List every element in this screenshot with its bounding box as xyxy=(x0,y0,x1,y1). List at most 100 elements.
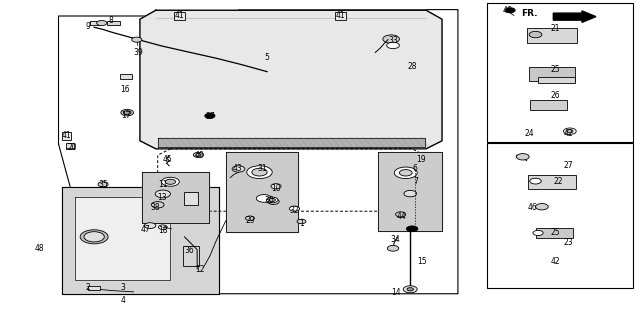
Bar xyxy=(66,143,74,149)
Circle shape xyxy=(297,219,306,224)
Circle shape xyxy=(84,232,104,242)
Circle shape xyxy=(536,204,548,210)
Circle shape xyxy=(205,113,215,118)
Text: 46: 46 xyxy=(502,6,513,15)
Bar xyxy=(487,3,633,142)
Circle shape xyxy=(383,35,399,43)
Circle shape xyxy=(247,166,272,179)
Text: 1: 1 xyxy=(299,219,304,228)
Circle shape xyxy=(151,202,164,208)
Text: 37: 37 xyxy=(205,112,215,121)
FancyArrow shape xyxy=(553,11,596,22)
Circle shape xyxy=(403,286,417,293)
Text: 14: 14 xyxy=(391,288,401,297)
Text: 13: 13 xyxy=(156,193,167,202)
Text: 45: 45 xyxy=(163,155,173,164)
Text: 47: 47 xyxy=(141,225,151,234)
Circle shape xyxy=(165,179,176,184)
Circle shape xyxy=(155,190,170,198)
Text: 44: 44 xyxy=(397,212,407,221)
Text: 10: 10 xyxy=(271,184,281,193)
Bar xyxy=(62,132,71,140)
Text: 46: 46 xyxy=(528,203,538,212)
Text: 21: 21 xyxy=(551,24,560,33)
Bar xyxy=(174,12,185,20)
Text: 3: 3 xyxy=(120,283,125,292)
Polygon shape xyxy=(62,187,219,294)
Text: 40: 40 xyxy=(194,151,204,160)
Circle shape xyxy=(144,223,156,228)
Circle shape xyxy=(516,154,529,160)
Circle shape xyxy=(563,128,576,134)
Text: 27: 27 xyxy=(563,161,573,170)
Circle shape xyxy=(269,198,275,202)
Text: 25: 25 xyxy=(550,228,560,237)
Bar xyxy=(88,286,100,290)
Polygon shape xyxy=(158,138,425,147)
Bar xyxy=(536,228,573,238)
Polygon shape xyxy=(226,152,298,232)
Text: 24: 24 xyxy=(525,129,535,138)
Circle shape xyxy=(529,31,542,38)
Text: 7: 7 xyxy=(413,177,418,186)
Polygon shape xyxy=(140,10,442,149)
Circle shape xyxy=(567,130,573,133)
Text: 20: 20 xyxy=(67,143,77,152)
Polygon shape xyxy=(75,197,170,280)
Circle shape xyxy=(387,245,399,251)
Text: 11: 11 xyxy=(158,180,167,189)
Text: 48: 48 xyxy=(34,244,45,253)
Text: 41: 41 xyxy=(335,11,345,20)
Text: 30: 30 xyxy=(265,196,275,205)
Text: 17: 17 xyxy=(121,111,131,120)
Text: 36: 36 xyxy=(184,246,195,255)
Bar xyxy=(527,28,577,43)
Circle shape xyxy=(399,170,412,176)
Circle shape xyxy=(407,288,413,291)
Text: 29: 29 xyxy=(245,216,255,225)
Text: 2: 2 xyxy=(85,284,90,292)
Circle shape xyxy=(530,178,541,184)
Bar xyxy=(184,192,198,205)
Text: 12: 12 xyxy=(195,265,204,274)
Bar xyxy=(538,77,575,83)
Text: 8: 8 xyxy=(109,16,114,25)
Circle shape xyxy=(193,152,204,157)
Circle shape xyxy=(266,197,278,203)
Circle shape xyxy=(505,8,515,13)
Bar xyxy=(528,175,576,189)
Circle shape xyxy=(271,184,281,189)
Circle shape xyxy=(98,182,108,187)
Circle shape xyxy=(387,42,399,49)
Text: 22: 22 xyxy=(554,177,563,186)
Circle shape xyxy=(123,111,131,115)
Text: 34: 34 xyxy=(391,235,401,244)
Text: 5: 5 xyxy=(265,53,270,62)
Text: 26: 26 xyxy=(550,91,560,100)
Circle shape xyxy=(97,20,107,26)
Text: 23: 23 xyxy=(563,238,573,247)
Text: 39: 39 xyxy=(134,48,144,57)
Circle shape xyxy=(158,225,167,229)
Bar xyxy=(107,21,120,25)
Bar xyxy=(183,246,198,266)
Text: 18: 18 xyxy=(158,226,167,235)
Circle shape xyxy=(289,206,300,211)
Polygon shape xyxy=(142,172,209,223)
Text: 42: 42 xyxy=(550,257,560,266)
Text: FR.: FR. xyxy=(521,9,537,18)
Circle shape xyxy=(196,154,201,156)
Text: 42: 42 xyxy=(563,129,573,138)
Bar xyxy=(90,21,99,25)
Text: 4: 4 xyxy=(120,296,125,305)
Text: 41: 41 xyxy=(174,11,184,20)
Circle shape xyxy=(533,230,543,236)
Circle shape xyxy=(404,190,417,197)
Text: 16: 16 xyxy=(120,85,130,94)
Text: 6: 6 xyxy=(412,164,417,173)
Circle shape xyxy=(132,37,142,42)
Text: 19: 19 xyxy=(416,155,426,164)
Text: 43: 43 xyxy=(233,164,243,173)
Circle shape xyxy=(394,167,417,179)
Text: 28: 28 xyxy=(408,62,417,71)
